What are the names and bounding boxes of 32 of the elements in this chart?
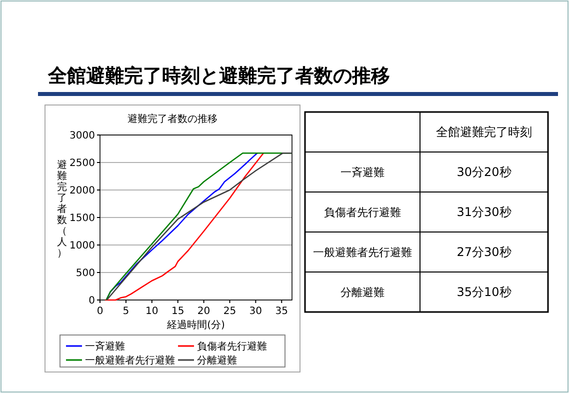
x-tick-label: 10 <box>146 306 158 317</box>
legend-label: 一斉避難 <box>85 340 125 352</box>
text: 一斉避難 <box>340 166 384 179</box>
y-tick-label: 2500 <box>70 158 95 169</box>
legend-label: 分離避難 <box>197 354 237 366</box>
text: 全館避難完了時刻 <box>436 125 532 139</box>
x-tick-label: 0 <box>96 306 104 317</box>
x-tick-label: 5 <box>122 306 130 317</box>
text: 35分10秒 <box>456 285 512 299</box>
y-tick-label: 500 <box>76 268 95 279</box>
x-tick-label: 30 <box>249 306 262 317</box>
y-tick-label: 3000 <box>70 130 95 142</box>
chart-title: 避難完了者数の推移 <box>128 113 218 125</box>
text: 30分20秒 <box>456 165 512 179</box>
y-tick-label: 1500 <box>70 213 95 224</box>
x-tick-label: 15 <box>171 306 184 317</box>
text: 31分30秒 <box>456 205 512 219</box>
text: 27分30秒 <box>456 245 512 259</box>
text: 全館避難完了時刻と避難完了者数の推移 <box>47 65 390 87</box>
y-tick-label: 1000 <box>70 240 95 252</box>
legend-label: 負傷者先行避難 <box>197 340 267 352</box>
x-tick-label: 35 <box>275 306 288 317</box>
x-axis-title: 経過時間(分) <box>166 319 225 331</box>
legend-label: 一般避難者先行避難 <box>85 354 175 366</box>
text: 一般避難者先行避難 <box>313 246 412 259</box>
y-tick-label: 0 <box>88 296 95 306</box>
x-tick-label: 20 <box>197 306 210 317</box>
x-tick-label: 25 <box>223 306 236 317</box>
y-tick-label: 2000 <box>70 186 95 196</box>
text: 負傷者先行避難 <box>324 206 401 219</box>
text: 避難完了者数（人） <box>57 160 67 259</box>
text: 分離避難 <box>340 286 384 299</box>
